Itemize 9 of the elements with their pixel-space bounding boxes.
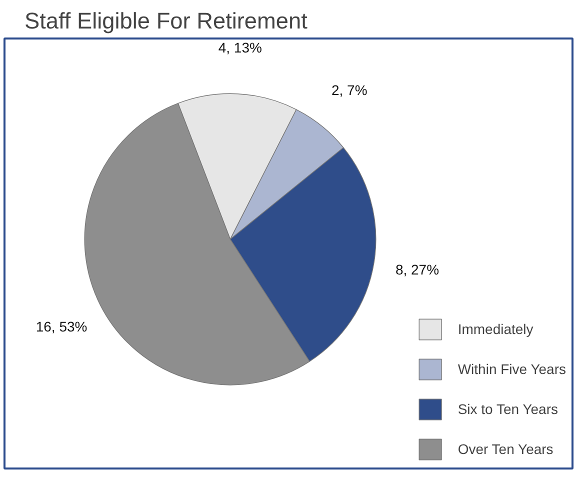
legend-label: Over Ten Years — [458, 441, 554, 457]
chart-title: Staff Eligible For Retirement — [24, 8, 308, 34]
legend-label: Immediately — [458, 321, 534, 337]
data-label: 8, 27% — [395, 261, 440, 278]
legend-label: Six to Ten Years — [458, 401, 558, 417]
data-label: 2, 7% — [331, 82, 368, 98]
data-label: 16, 53% — [36, 318, 88, 335]
data-label: 4, 13% — [218, 39, 262, 56]
legend-label: Within Five Years — [458, 361, 566, 377]
